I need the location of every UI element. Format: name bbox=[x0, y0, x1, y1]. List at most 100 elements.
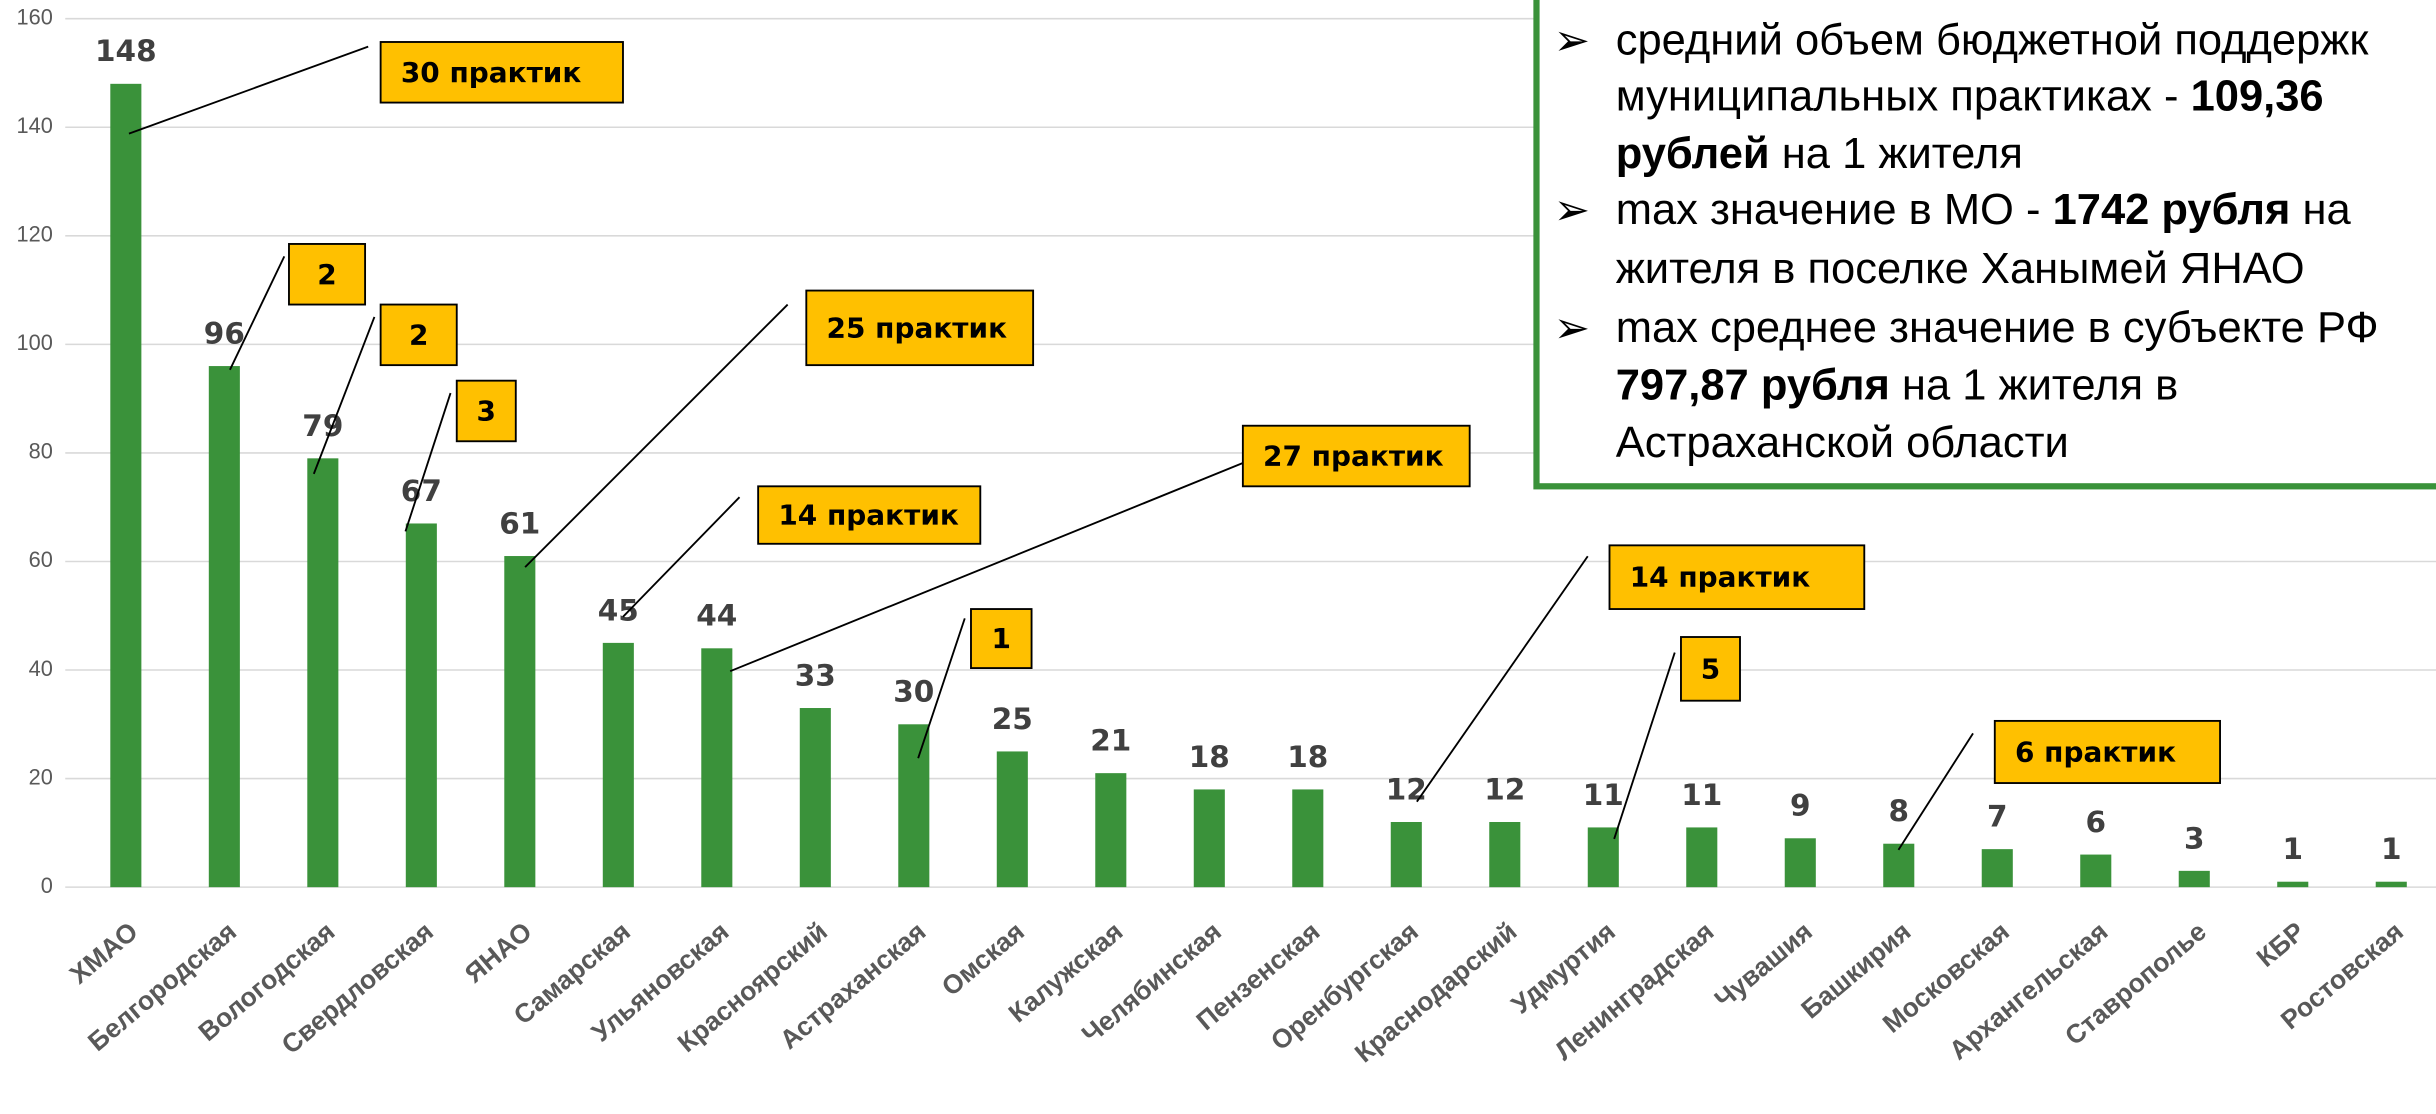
bar bbox=[307, 458, 339, 888]
info-segment: рублей bbox=[1616, 130, 1770, 178]
bar bbox=[996, 751, 1028, 888]
callout-box bbox=[455, 379, 517, 443]
bar bbox=[1587, 827, 1619, 888]
bar bbox=[110, 83, 142, 888]
bar bbox=[1981, 849, 2013, 888]
y-tick-label: 80 bbox=[29, 439, 53, 464]
callout-box bbox=[379, 41, 624, 104]
leader-line bbox=[229, 255, 286, 371]
info-segment: Астраханской области bbox=[1616, 419, 2069, 467]
bar bbox=[1193, 789, 1225, 888]
leader-line bbox=[917, 618, 966, 759]
info-segment: 109,36 bbox=[2191, 73, 2324, 121]
callout-box bbox=[1993, 719, 2221, 784]
bar bbox=[1095, 773, 1127, 888]
value-label: 25 bbox=[992, 702, 1033, 736]
leader-line bbox=[128, 45, 369, 135]
bar bbox=[2375, 881, 2407, 888]
value-label: 33 bbox=[795, 658, 836, 692]
callout-text: 30 практик bbox=[401, 56, 582, 89]
bar bbox=[2277, 881, 2309, 888]
bullet: ➢ bbox=[1554, 304, 1590, 352]
y-tick-label: 20 bbox=[29, 764, 53, 789]
info-line: жителя в поселке Ханымей ЯНАО bbox=[1616, 245, 2305, 293]
y-tick-label: 120 bbox=[17, 222, 53, 247]
info-line: рублей на 1 жителя bbox=[1616, 130, 2023, 178]
y-tick-label: 60 bbox=[29, 547, 53, 572]
callout-text: 6 практик bbox=[2015, 736, 2176, 769]
callout-box bbox=[1680, 636, 1741, 702]
leader-line bbox=[1416, 555, 1589, 803]
value-label: 148 bbox=[95, 34, 157, 68]
leader-line bbox=[729, 462, 1244, 673]
info-segment: 1742 рубля bbox=[2053, 186, 2291, 234]
value-label: 44 bbox=[696, 599, 737, 633]
callout-text: 1 bbox=[992, 622, 1011, 655]
bullet: ➢ bbox=[1554, 186, 1590, 234]
value-label: 8 bbox=[1889, 794, 1910, 828]
y-tick-label: 160 bbox=[17, 4, 53, 29]
value-label: 61 bbox=[499, 506, 540, 540]
bullet: ➢ bbox=[1554, 17, 1590, 65]
callout-text: 2 bbox=[317, 258, 336, 291]
bar bbox=[1489, 822, 1521, 888]
callout-text: 14 практик bbox=[1630, 561, 1811, 594]
bar bbox=[701, 648, 733, 888]
callout-box bbox=[805, 289, 1035, 367]
leader-line bbox=[1897, 732, 1974, 851]
leader-line bbox=[312, 316, 376, 475]
value-label: 12 bbox=[1484, 772, 1525, 806]
callout-text: 5 bbox=[1701, 652, 1720, 685]
callout-box bbox=[379, 303, 458, 367]
bar bbox=[898, 724, 930, 888]
value-label: 30 bbox=[893, 675, 934, 709]
value-label: 9 bbox=[1790, 789, 1811, 823]
callout-box bbox=[288, 243, 367, 306]
x-tick-label: Краснодарский bbox=[1349, 916, 1522, 1068]
bar bbox=[2178, 870, 2210, 888]
info-line: Астраханской области bbox=[1616, 419, 2069, 467]
value-label: 1 bbox=[2381, 832, 2402, 866]
x-tick-label: ХМАО bbox=[64, 916, 144, 990]
bar bbox=[1883, 843, 1915, 888]
info-line: средний объем бюджетной поддержк bbox=[1616, 17, 2370, 65]
x-tick-label: ЯНАО bbox=[459, 916, 538, 989]
info-segment: max значение в МО - bbox=[1616, 186, 2053, 234]
info-line: max среднее значение в субъекте РФ bbox=[1616, 304, 2379, 352]
callout-text: 25 практик bbox=[827, 311, 1008, 344]
value-label: 12 bbox=[1386, 772, 1427, 806]
value-label: 11 bbox=[1681, 778, 1722, 812]
value-label: 96 bbox=[204, 316, 245, 350]
value-label: 18 bbox=[1189, 740, 1230, 774]
bar bbox=[1292, 789, 1324, 888]
callout-text: 27 практик bbox=[1263, 440, 1444, 473]
info-line: max значение в МО - 1742 рубля на bbox=[1616, 186, 2352, 234]
leader-line bbox=[404, 392, 452, 532]
y-tick-label: 0 bbox=[41, 873, 53, 898]
value-label: 7 bbox=[1987, 800, 2008, 834]
info-segment: средний объем бюджетной поддержк bbox=[1616, 17, 2370, 65]
info-segment: на 1 жителя bbox=[1770, 130, 2023, 178]
info-segment: на 1 жителя в bbox=[1890, 362, 2178, 410]
info-segment: муниципальных практиках - bbox=[1616, 73, 2191, 121]
callout-box bbox=[757, 485, 982, 545]
info-line: 797,87 рубля на 1 жителя в bbox=[1616, 362, 2179, 410]
callout-box bbox=[1241, 424, 1471, 488]
y-tick-label: 40 bbox=[29, 656, 53, 681]
callout-text: 14 практик bbox=[778, 499, 959, 532]
callout-text: 2 bbox=[409, 318, 428, 351]
bar bbox=[1784, 838, 1816, 888]
x-tick-label: Омская bbox=[936, 916, 1030, 1002]
info-segment: 797,87 рубля bbox=[1616, 362, 1890, 410]
bar bbox=[602, 642, 634, 888]
info-box bbox=[1533, 0, 2436, 490]
callout-text: 3 bbox=[477, 395, 496, 428]
info-segment: max среднее значение в субъекте РФ bbox=[1616, 304, 2379, 352]
info-line: муниципальных практиках - 109,36 bbox=[1616, 73, 2324, 121]
leader-line bbox=[622, 496, 741, 618]
bar bbox=[208, 366, 240, 888]
info-segment: жителя в поселке Ханымей ЯНАО bbox=[1616, 245, 2305, 293]
value-label: 1 bbox=[2282, 832, 2303, 866]
value-label: 21 bbox=[1090, 724, 1131, 758]
